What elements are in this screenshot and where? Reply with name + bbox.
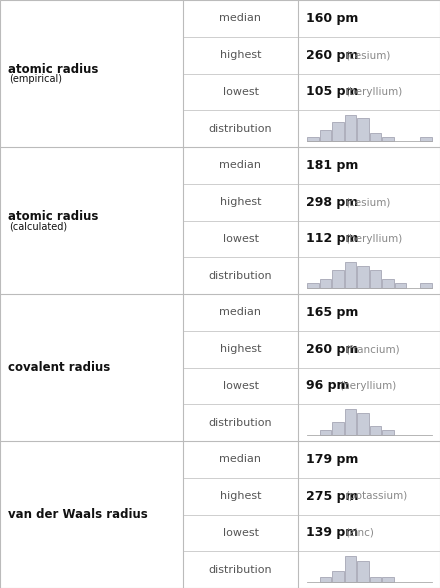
Text: 96 pm: 96 pm	[306, 379, 349, 392]
Text: (beryllium): (beryllium)	[345, 234, 402, 244]
Bar	[370, 426, 381, 435]
Bar	[345, 556, 356, 582]
Text: 160 pm: 160 pm	[306, 12, 358, 25]
Text: (empirical): (empirical)	[9, 75, 62, 85]
Text: highest: highest	[220, 50, 261, 60]
Bar	[420, 283, 432, 288]
Text: atomic radius: atomic radius	[8, 63, 99, 76]
Bar	[382, 279, 394, 288]
Text: (calculated): (calculated)	[9, 222, 67, 232]
Bar	[307, 137, 319, 141]
Text: highest: highest	[220, 197, 261, 207]
Text: highest: highest	[220, 491, 261, 501]
Text: lowest: lowest	[223, 381, 259, 391]
Text: distribution: distribution	[209, 123, 272, 133]
Bar	[307, 283, 319, 288]
Bar	[345, 115, 356, 141]
Text: median: median	[220, 308, 261, 318]
Text: covalent radius: covalent radius	[8, 361, 110, 374]
Bar	[345, 262, 356, 288]
Text: (beryllium): (beryllium)	[339, 381, 396, 391]
Text: 260 pm: 260 pm	[306, 49, 358, 62]
Bar	[332, 270, 344, 288]
Text: 275 pm: 275 pm	[306, 490, 359, 503]
Text: median: median	[220, 161, 261, 171]
Text: (cesium): (cesium)	[345, 50, 390, 60]
Text: lowest: lowest	[223, 234, 259, 244]
Text: (zinc): (zinc)	[345, 528, 374, 538]
Text: median: median	[220, 14, 261, 24]
Text: 181 pm: 181 pm	[306, 159, 358, 172]
Text: 165 pm: 165 pm	[306, 306, 358, 319]
Bar	[332, 122, 344, 141]
Bar	[319, 430, 331, 435]
Text: distribution: distribution	[209, 417, 272, 427]
Bar	[357, 561, 369, 582]
Bar	[332, 422, 344, 435]
Bar	[319, 577, 331, 582]
Bar	[319, 129, 331, 141]
Text: distribution: distribution	[209, 270, 272, 280]
Bar	[382, 137, 394, 141]
Bar	[420, 137, 432, 141]
Text: (beryllium): (beryllium)	[345, 87, 402, 97]
Text: 179 pm: 179 pm	[306, 453, 358, 466]
Text: atomic radius: atomic radius	[8, 210, 99, 223]
Text: 298 pm: 298 pm	[306, 196, 358, 209]
Bar	[319, 279, 331, 288]
Text: lowest: lowest	[223, 87, 259, 97]
Bar	[357, 413, 369, 435]
Bar	[382, 430, 394, 435]
Text: (potassium): (potassium)	[345, 491, 407, 501]
Text: (cesium): (cesium)	[345, 197, 390, 207]
Text: 139 pm: 139 pm	[306, 526, 358, 539]
Text: highest: highest	[220, 344, 261, 354]
Bar	[345, 409, 356, 435]
Bar	[357, 118, 369, 141]
Text: 105 pm: 105 pm	[306, 85, 359, 98]
Text: median: median	[220, 455, 261, 465]
Bar	[382, 577, 394, 582]
Text: 112 pm: 112 pm	[306, 232, 359, 245]
Bar	[357, 266, 369, 288]
Bar	[370, 577, 381, 582]
Text: (francium): (francium)	[345, 344, 400, 354]
Text: 260 pm: 260 pm	[306, 343, 358, 356]
Bar	[332, 572, 344, 582]
Text: lowest: lowest	[223, 528, 259, 538]
Bar	[370, 270, 381, 288]
Bar	[395, 283, 407, 288]
Text: van der Waals radius: van der Waals radius	[8, 508, 148, 521]
Text: distribution: distribution	[209, 564, 272, 574]
Bar	[370, 133, 381, 141]
